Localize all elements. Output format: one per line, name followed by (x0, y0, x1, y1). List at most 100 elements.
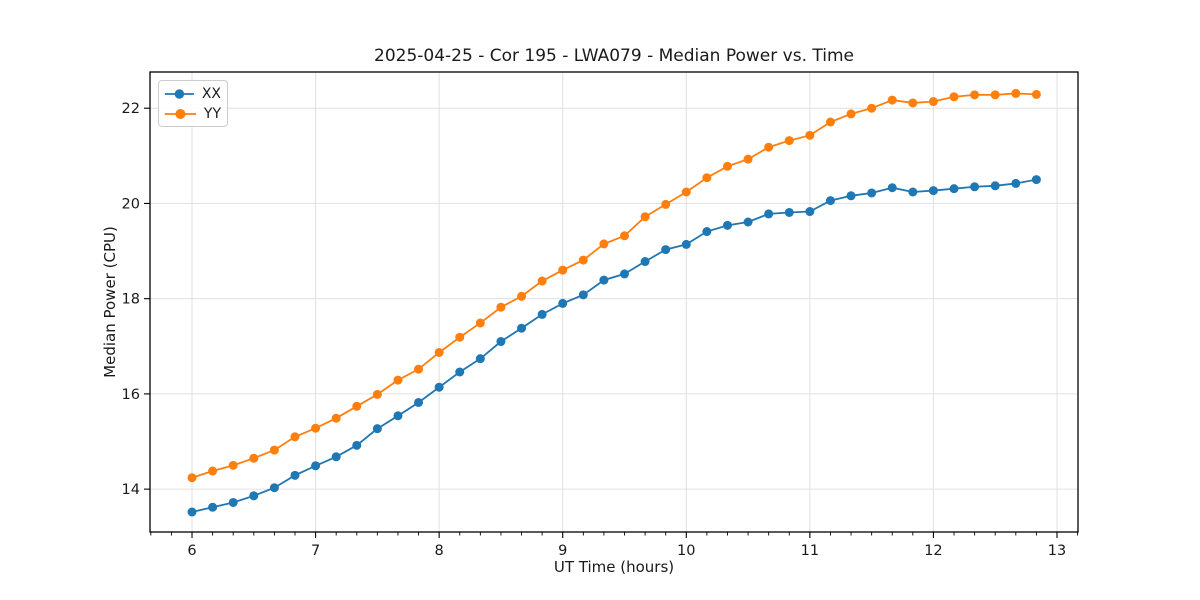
data-point (393, 411, 403, 421)
data-point (517, 323, 527, 333)
data-point (517, 291, 527, 301)
data-point (867, 188, 877, 198)
data-point (249, 453, 259, 463)
data-point (269, 445, 279, 455)
data-point (455, 332, 465, 342)
data-point (414, 397, 424, 407)
x-tick-label: 13 (1048, 543, 1066, 559)
data-point (372, 424, 382, 434)
data-point (372, 389, 382, 399)
data-point (784, 136, 794, 146)
data-point (743, 217, 753, 227)
data-point (990, 181, 1000, 191)
data-point (681, 239, 691, 249)
plot-border (149, 71, 1079, 533)
data-point (928, 97, 938, 107)
data-point (393, 375, 403, 385)
legend-item-yy: YY (164, 105, 221, 122)
data-point (290, 470, 300, 480)
data-point (764, 142, 774, 152)
data-point (640, 212, 650, 222)
x-axis-label: UT Time (hours) (553, 558, 675, 576)
x-tick-label: 7 (311, 543, 320, 559)
chart-title: 2025-04-25 - Cor 195 - LWA079 - Median P… (374, 46, 854, 66)
y-tick-label: 20 (122, 196, 140, 212)
data-point (578, 255, 588, 265)
data-point (1031, 175, 1041, 185)
data-point (269, 483, 279, 493)
data-point (620, 269, 630, 279)
data-point (825, 196, 835, 206)
data-point (434, 347, 444, 357)
data-point (311, 461, 321, 471)
data-point (640, 257, 650, 267)
data-point (743, 154, 753, 164)
y-axis-ticks: 14 16 18 20 22 (122, 101, 150, 498)
data-point (970, 90, 980, 100)
legend-swatch-xx-icon (164, 88, 194, 99)
data-point (599, 275, 609, 285)
data-point (867, 103, 877, 113)
data-point (558, 265, 568, 275)
data-point (661, 199, 671, 209)
data-point (475, 318, 485, 328)
data-point (208, 502, 218, 512)
data-point (702, 173, 712, 183)
data-point (722, 161, 732, 171)
data-point (764, 209, 774, 219)
data-point (949, 92, 959, 102)
data-point (228, 460, 238, 470)
data-point (970, 182, 980, 192)
data-point (599, 239, 609, 249)
data-point (455, 367, 465, 377)
legend-label-xx: XX (201, 85, 221, 102)
gridlines (150, 72, 1078, 532)
data-point (928, 186, 938, 196)
legend-label-yy: YY (203, 105, 221, 122)
data-point (702, 227, 712, 237)
data-point (228, 497, 238, 507)
y-tick-label: 14 (122, 482, 140, 498)
data-point (496, 337, 506, 347)
data-point (805, 130, 815, 140)
data-point (846, 109, 856, 119)
y-tick-label: 22 (122, 101, 140, 117)
data-point (990, 90, 1000, 100)
data-point (1011, 88, 1021, 98)
data-point (537, 276, 547, 286)
x-tick-label: 11 (801, 543, 819, 559)
series-xx (187, 175, 1041, 517)
x-tick-label: 10 (677, 543, 695, 559)
data-point (825, 117, 835, 127)
data-point (558, 298, 568, 308)
data-point (578, 290, 588, 300)
y-tick-label: 16 (122, 387, 140, 403)
data-point (537, 309, 547, 319)
legend-item-xx: XX (164, 85, 221, 102)
data-point (846, 191, 856, 201)
legend-swatch-yy-icon (164, 108, 196, 119)
data-point (331, 452, 341, 462)
data-point (949, 184, 959, 194)
x-tick-label: 9 (558, 543, 567, 559)
data-point (187, 507, 197, 517)
data-point (908, 98, 918, 108)
data-point (784, 207, 794, 217)
y-axis-label: Median Power (CPU) (101, 226, 119, 378)
data-point (496, 302, 506, 312)
data-point (1011, 178, 1021, 188)
data-point (434, 382, 444, 392)
data-point (331, 413, 341, 423)
series-yy (187, 88, 1041, 483)
data-point (311, 423, 321, 433)
x-tick-label: 6 (187, 543, 196, 559)
data-point (475, 354, 485, 364)
x-axis-ticks: 6 7 8 9 10 11 12 13 (150, 532, 1079, 559)
y-tick-label: 18 (122, 292, 140, 308)
data-point (208, 466, 218, 476)
data-point (681, 187, 691, 197)
data-point (352, 440, 362, 450)
data-point (722, 220, 732, 230)
